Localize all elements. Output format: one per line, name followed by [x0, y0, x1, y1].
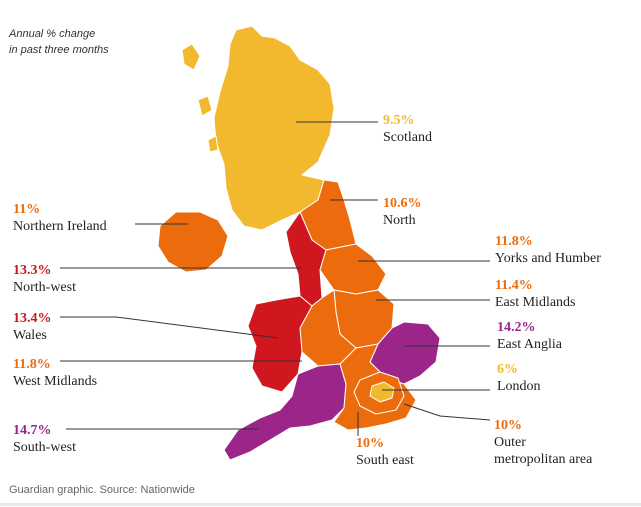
subtitle-line-1: Annual % change	[9, 28, 96, 40]
subtitle-line-2: in past three months	[9, 44, 109, 56]
label-north: 10.6% North	[383, 195, 422, 229]
region-yorks-humber	[319, 243, 387, 295]
value-east-anglia: 14.2%	[497, 320, 536, 335]
label-scotland: 9.5% Scotland	[383, 112, 432, 146]
label-london: 6% London	[497, 361, 541, 395]
name-wales: Wales	[13, 328, 47, 343]
value-scotland: 9.5%	[383, 113, 415, 128]
label-northern-ireland: 11% Northern Ireland	[13, 201, 107, 235]
value-outer-metropolitan: 10%	[494, 418, 522, 433]
name-outer-metropolitan-line1: Outer	[494, 435, 526, 450]
label-east-anglia: 14.2% East Anglia	[497, 319, 562, 353]
name-london: London	[497, 379, 541, 394]
name-south-east: South east	[356, 453, 414, 468]
region-northern-ireland	[157, 211, 229, 273]
footer-rule	[0, 503, 641, 506]
label-south-west: 14.7% South-west	[13, 422, 76, 456]
value-wales: 13.4%	[13, 311, 52, 326]
leader-oma	[403, 403, 491, 421]
label-west-midlands: 11.8% West Midlands	[13, 356, 97, 390]
name-south-west: South-west	[13, 440, 76, 455]
label-wales: 13.4% Wales	[13, 310, 52, 344]
value-west-midlands: 11.8%	[13, 357, 51, 372]
label-yorks-humber: 11.8% Yorks and Humber	[495, 233, 601, 267]
region-london	[369, 381, 395, 403]
name-outer-metropolitan-line2: metropolitan area	[494, 452, 593, 467]
label-east-midlands: 11.4% East Midlands	[495, 277, 576, 311]
name-north-west: North-west	[13, 280, 76, 295]
name-west-midlands: West Midlands	[13, 374, 98, 389]
label-outer-metropolitan: 10% Outer metropolitan area	[494, 417, 592, 468]
name-east-midlands: East Midlands	[495, 295, 576, 310]
value-yorks-humber: 11.8%	[495, 234, 533, 249]
value-northern-ireland: 11%	[13, 202, 41, 217]
label-south-east: 10% South east	[356, 435, 414, 469]
value-north: 10.6%	[383, 196, 422, 211]
name-yorks-humber: Yorks and Humber	[495, 251, 601, 266]
value-east-midlands: 11.4%	[495, 278, 533, 293]
value-south-west: 14.7%	[13, 423, 52, 438]
map-subtitle: Annual % change in past three months	[9, 26, 149, 58]
label-north-west: 13.3% North-west	[13, 262, 76, 296]
source-credit: Guardian graphic. Source: Nationwide	[9, 484, 195, 496]
name-scotland: Scotland	[383, 130, 432, 145]
region-scotland	[213, 25, 335, 231]
value-south-east: 10%	[356, 436, 384, 451]
leader-wales	[60, 316, 279, 339]
name-north: North	[383, 213, 416, 228]
value-london: 6%	[497, 362, 518, 377]
name-northern-ireland: Northern Ireland	[13, 219, 107, 234]
value-north-west: 13.3%	[13, 263, 52, 278]
name-east-anglia: East Anglia	[497, 337, 562, 352]
region-scotland-islands	[181, 43, 219, 153]
